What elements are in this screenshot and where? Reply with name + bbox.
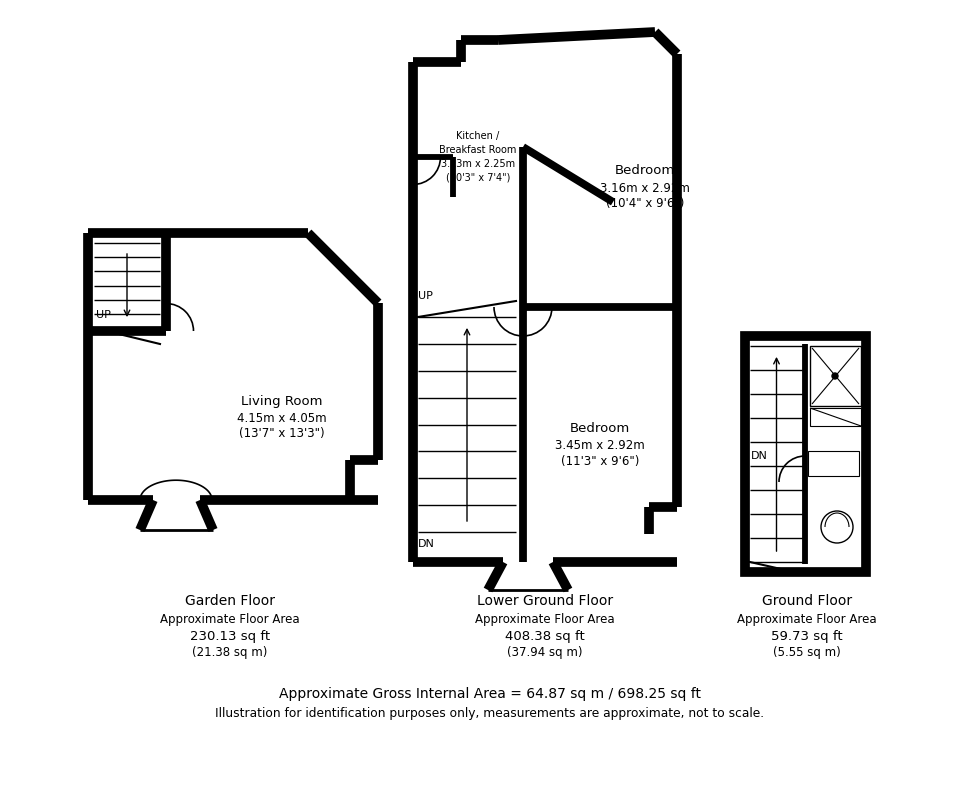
Text: Bedroom: Bedroom: [614, 164, 675, 177]
Circle shape: [832, 373, 838, 379]
Text: 4.15m x 4.05m: 4.15m x 4.05m: [237, 411, 326, 424]
Text: Ground Floor: Ground Floor: [761, 594, 852, 608]
Bar: [808, 451, 859, 476]
Text: 3.16m x 2.92m: 3.16m x 2.92m: [600, 181, 690, 194]
Text: Bedroom: Bedroom: [570, 422, 630, 435]
Text: (13'7" x 13'3"): (13'7" x 13'3"): [239, 428, 324, 441]
Text: DN: DN: [418, 539, 435, 549]
Text: Approximate Gross Internal Area = 64.87 sq m / 698.25 sq ft: Approximate Gross Internal Area = 64.87 …: [279, 687, 701, 701]
Text: Kitchen /
Breakfast Room
3.13m x 2.25m
(10'3" x 7'4"): Kitchen / Breakfast Room 3.13m x 2.25m (…: [439, 131, 516, 183]
Bar: [810, 346, 861, 406]
Text: Approximate Floor Area: Approximate Floor Area: [475, 613, 614, 626]
Text: (21.38 sq m): (21.38 sq m): [192, 646, 268, 659]
Text: 408.38 sq ft: 408.38 sq ft: [505, 630, 585, 643]
Text: Approximate Floor Area: Approximate Floor Area: [737, 613, 877, 626]
Text: 59.73 sq ft: 59.73 sq ft: [771, 630, 843, 643]
Text: Approximate Floor Area: Approximate Floor Area: [160, 613, 300, 626]
Text: DN: DN: [751, 451, 768, 461]
Bar: [810, 408, 861, 426]
Text: UP: UP: [96, 310, 111, 320]
Text: (11'3" x 9'6"): (11'3" x 9'6"): [561, 455, 639, 468]
Text: Living Room: Living Room: [241, 394, 322, 407]
FancyBboxPatch shape: [745, 336, 866, 572]
Text: 230.13 sq ft: 230.13 sq ft: [190, 630, 270, 643]
Text: 3.45m x 2.92m: 3.45m x 2.92m: [555, 439, 645, 452]
Text: UP: UP: [418, 291, 433, 301]
Text: Garden Floor: Garden Floor: [185, 594, 275, 608]
Text: (10'4" x 9'6"): (10'4" x 9'6"): [606, 198, 684, 211]
Text: (5.55 sq m): (5.55 sq m): [773, 646, 841, 659]
Text: Illustration for identification purposes only, measurements are approximate, not: Illustration for identification purposes…: [216, 707, 764, 720]
Text: Lower Ground Floor: Lower Ground Floor: [477, 594, 613, 608]
Text: (37.94 sq m): (37.94 sq m): [508, 646, 583, 659]
